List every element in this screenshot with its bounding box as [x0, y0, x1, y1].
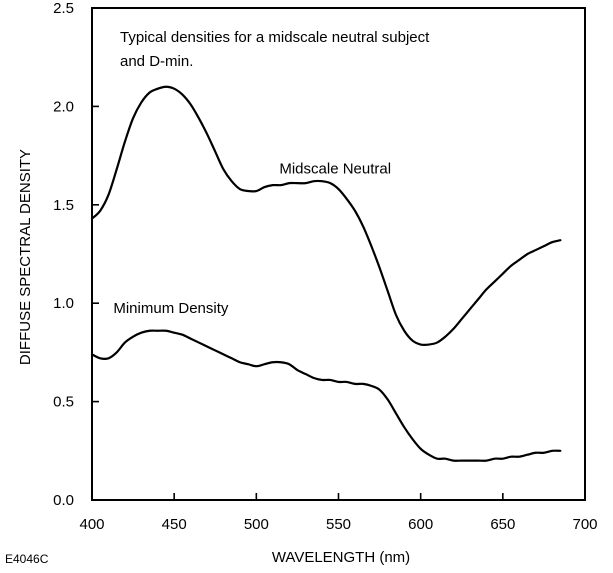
figure-id-label: E4046C — [5, 552, 49, 566]
labels-layer: Midscale Neutral Minimum Density — [113, 160, 391, 317]
y-tick-label: 1.5 — [53, 197, 74, 214]
plot-frame — [91, 7, 586, 501]
x-axis-title: WAVELENGTH (nm) — [272, 549, 410, 566]
y-tick-label: 2.0 — [53, 98, 74, 115]
series-layer — [90, 85, 562, 462]
x-tick-label: 400 — [79, 516, 104, 533]
x-tick-label: 500 — [244, 516, 269, 533]
series-line-minimum-density — [90, 329, 562, 462]
annotation-line-2: and D-min. — [120, 53, 193, 70]
series-line-midscale-neutral — [90, 85, 562, 347]
series-label-midscale-neutral: Midscale Neutral — [279, 160, 391, 177]
x-tick-label: 550 — [326, 516, 351, 533]
y-tick-label: 2.5 — [53, 0, 74, 17]
y-tick-label: 0.5 — [53, 394, 74, 411]
ticks-layer: 0.0 0.5 1.0 1.5 2.0 2.5 400 450 500 550 600 650 700 — [53, 0, 597, 533]
y-tick-label: 1.0 — [53, 295, 74, 312]
series-label-minimum-density: Minimum Density — [113, 300, 229, 317]
x-tick-label: 650 — [490, 516, 515, 533]
x-tick-label: 700 — [572, 516, 597, 533]
y-tick-label: 0.0 — [53, 492, 74, 509]
annotation-line-1: Typical densities for a midscale neutral… — [120, 29, 430, 46]
x-tick-label: 600 — [408, 516, 433, 533]
x-tick-label: 450 — [162, 516, 187, 533]
y-axis-title: DIFFUSE SPECTRAL DENSITY — [17, 149, 34, 365]
